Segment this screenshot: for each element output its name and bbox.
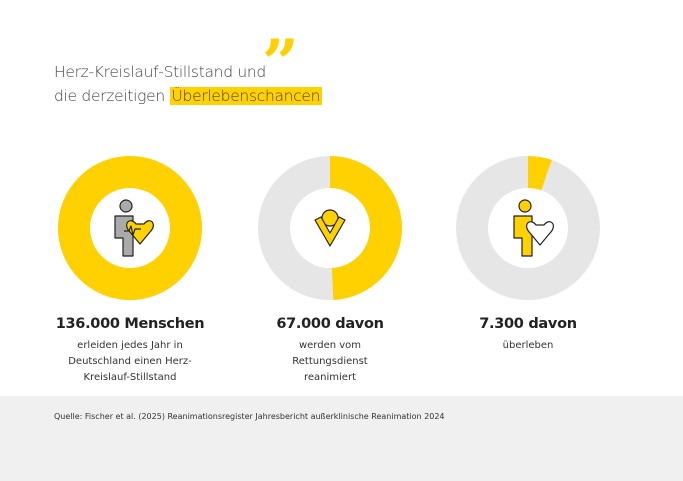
person-heart-ecg-icon xyxy=(114,199,154,257)
stat-text: werden vom Rettungsdienst reanimiert xyxy=(292,340,368,383)
stat-headline: 67.000 davon xyxy=(276,316,384,332)
stat-1: 136.000 Menschen erleiden jedes Jahr in … xyxy=(35,316,225,386)
source-note: Quelle: Fischer et al. (2025) Reanimatio… xyxy=(54,412,445,421)
stat-headline: 136.000 Menschen xyxy=(55,316,205,332)
donut-segment xyxy=(330,156,403,300)
donut-3 xyxy=(456,156,600,300)
title-line-2: die derzeitigen Überlebenschancen xyxy=(54,84,323,108)
stat-text: überleben xyxy=(502,340,554,351)
donut-segment xyxy=(528,156,552,191)
person-resuscitation-icon xyxy=(314,209,346,247)
donut-segment xyxy=(58,156,202,300)
stat-3: 7.300 davon überleben xyxy=(433,316,623,354)
stat-2: 67.000 davon werden vom Rettungsdienst r… xyxy=(235,316,425,386)
person-holding-heart-icon xyxy=(513,199,554,257)
quote-mark-icon: ” xyxy=(262,26,299,101)
stat-text: erleiden jedes Jahr in Deutschland einen… xyxy=(68,340,192,383)
donut-1 xyxy=(58,156,202,300)
title-highlight: Überlebenschancen xyxy=(169,87,323,105)
title-line-2-prefix: die derzeitigen xyxy=(54,87,170,105)
title-line-1: Herz-Kreislauf-Stillstand und xyxy=(54,63,266,81)
page-title: Herz-Kreislauf-Stillstand und die derzei… xyxy=(54,60,323,108)
stat-headline: 7.300 davon xyxy=(479,316,577,332)
footer: Quelle: Fischer et al. (2025) Reanimatio… xyxy=(0,396,683,481)
donut-charts xyxy=(58,156,600,300)
donut-2 xyxy=(258,156,403,300)
